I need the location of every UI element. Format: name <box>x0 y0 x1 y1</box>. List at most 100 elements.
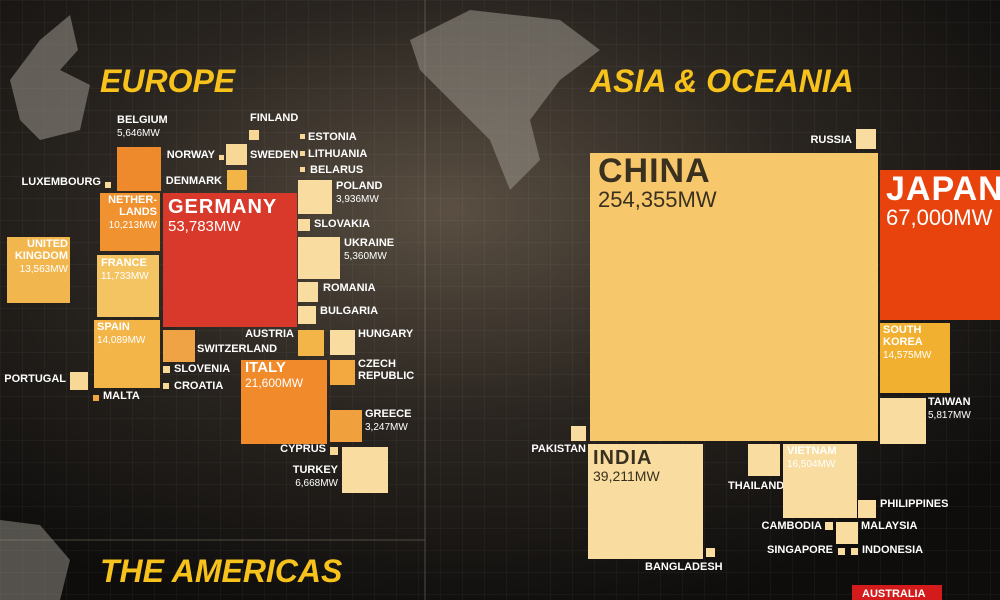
capacity: 3,936MW <box>336 194 379 205</box>
country-box <box>783 444 857 518</box>
country-name: CROATIA <box>174 380 223 392</box>
country-box <box>241 360 327 444</box>
country-name: BELGIUM <box>117 114 168 126</box>
country-name: CAMBODIA <box>762 520 823 532</box>
country-name: LITHUANIA <box>308 148 367 160</box>
capacity: 53,783MW <box>168 218 241 235</box>
country-name: TURKEY <box>293 464 339 476</box>
country-name: DENMARK <box>166 175 222 187</box>
country-name: LANDS <box>119 206 157 218</box>
country-box <box>219 155 224 160</box>
country-name: BULGARIA <box>320 305 378 317</box>
country-box <box>227 170 247 190</box>
country-name: RUSSIA <box>810 134 852 146</box>
country-name: GERMANY <box>168 196 277 218</box>
region-title: ASIA & OCEANIA <box>589 63 854 99</box>
country-name: PHILIPPINES <box>880 498 948 510</box>
capacity: 254,355MW <box>598 187 717 212</box>
country-name: NORWAY <box>167 149 216 161</box>
country-box <box>880 323 950 393</box>
country-box <box>163 383 169 389</box>
country-name: SWITZERLAND <box>197 343 277 355</box>
country-name: MALAYSIA <box>861 520 917 532</box>
country-box <box>249 130 259 140</box>
country-box <box>880 170 1000 320</box>
country-name: ITALY <box>245 359 286 376</box>
country-name: PORTUGAL <box>4 373 66 385</box>
country-box <box>70 372 88 390</box>
country-name: CYPRUS <box>280 443 326 455</box>
country-box <box>163 330 195 362</box>
country-name: SOUTH <box>883 324 922 336</box>
country-name: SPAIN <box>97 321 130 333</box>
capacity: 11,733MW <box>101 271 149 282</box>
country-box <box>706 548 715 557</box>
map-asia <box>410 10 600 190</box>
country-name: ROMANIA <box>323 282 376 294</box>
country-box <box>880 398 926 444</box>
map-americas <box>0 520 70 600</box>
country-box <box>342 447 388 493</box>
capacity: 39,211MW <box>593 468 660 484</box>
country-name: KOREA <box>883 336 923 348</box>
country-name: MALTA <box>103 390 140 402</box>
map-europe <box>10 15 90 140</box>
capacity: 67,000MW <box>886 205 993 230</box>
country-name: AUSTRALIA <box>862 588 926 600</box>
country-name: SINGAPORE <box>767 544 833 556</box>
country-name: UKRAINE <box>344 237 394 249</box>
capacity: 10,213MW <box>109 220 158 231</box>
country-box <box>226 144 247 165</box>
capacity: 13,563MW <box>20 264 69 275</box>
country-box <box>105 182 111 188</box>
country-name: BELARUS <box>310 164 363 176</box>
country-box <box>330 330 355 355</box>
country-box <box>571 426 586 441</box>
capacity: 6,668MW <box>295 478 338 489</box>
region-title: THE AMERICAS <box>100 553 343 589</box>
capacity: 3,247MW <box>365 422 408 433</box>
country-name: PAKISTAN <box>531 443 586 455</box>
country-name: THAILAND <box>728 480 784 492</box>
country-box <box>748 444 780 476</box>
country-name: LUXEMBOURG <box>22 176 101 188</box>
capacity: 14,089MW <box>97 335 146 346</box>
country-name: KINGDOM <box>15 250 68 262</box>
country-box <box>825 522 833 530</box>
country-box <box>300 134 305 139</box>
country-name: JAPAN <box>886 170 1000 208</box>
country-name: FRANCE <box>101 257 147 269</box>
country-name: GREECE <box>365 408 411 420</box>
capacity: 5,817MW <box>928 410 971 421</box>
country-name: AUSTRIA <box>245 328 294 340</box>
country-box <box>836 522 858 544</box>
country-name: SLOVENIA <box>174 363 230 375</box>
country-box <box>94 320 160 388</box>
country-box <box>298 330 324 356</box>
country-box <box>298 219 310 231</box>
capacity: 5,360MW <box>344 251 387 262</box>
country-name: SLOVAKIA <box>314 218 370 230</box>
country-box <box>856 129 876 149</box>
country-box <box>7 237 70 303</box>
country-name: UNITED <box>27 238 68 250</box>
country-name: INDONESIA <box>862 544 923 556</box>
country-box <box>93 395 99 401</box>
country-box <box>588 444 703 559</box>
country-name: BANGLADESH <box>645 561 723 573</box>
country-box <box>300 167 305 172</box>
country-box <box>298 180 332 214</box>
country-box <box>330 410 362 442</box>
country-box <box>298 306 316 324</box>
country-box <box>100 193 160 251</box>
country-name: SWEDEN <box>250 149 298 161</box>
country-box <box>163 366 170 373</box>
country-name: TAIWAN <box>928 396 971 408</box>
country-name: VIETNAM <box>787 445 837 457</box>
country-name: NETHER- <box>108 194 157 206</box>
country-name: REPUBLIC <box>358 370 414 382</box>
country-box <box>852 585 942 600</box>
country-name: CZECH <box>358 358 396 370</box>
